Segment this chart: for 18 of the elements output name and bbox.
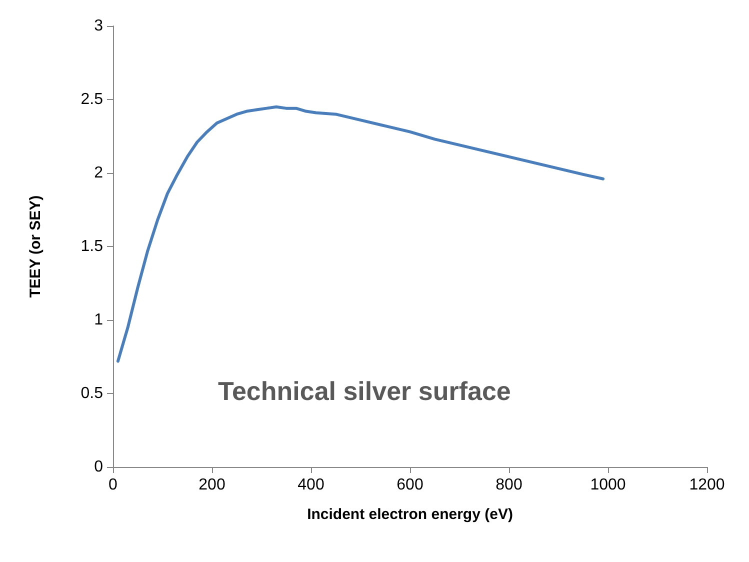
annotation: Technical silver surface (218, 376, 511, 406)
y-tick-label: 3 (94, 18, 104, 34)
x-tick-label: 0 (108, 476, 118, 494)
y-tick-label: 1.5 (80, 238, 104, 255)
y-axis-title: TEEY (or SEY) (27, 195, 44, 298)
x-axis-title: Incident electron energy (eV) (307, 506, 513, 523)
x-tick-label: 800 (496, 476, 522, 494)
y-tick-label: 0 (94, 458, 104, 476)
y-tick-label: 2.5 (80, 91, 104, 108)
y-tick-label: 1 (94, 312, 104, 328)
y-tick-label: 2 (94, 164, 104, 182)
x-tick-label: 200 (198, 476, 226, 494)
x-tick-label: 1200 (689, 476, 725, 494)
y-tick-label: 0.5 (80, 385, 104, 402)
line-series (116, 105, 605, 363)
x-tick-label: 1000 (590, 476, 626, 494)
x-tick-label: 600 (396, 476, 424, 494)
x-tick-label: 400 (298, 476, 324, 494)
